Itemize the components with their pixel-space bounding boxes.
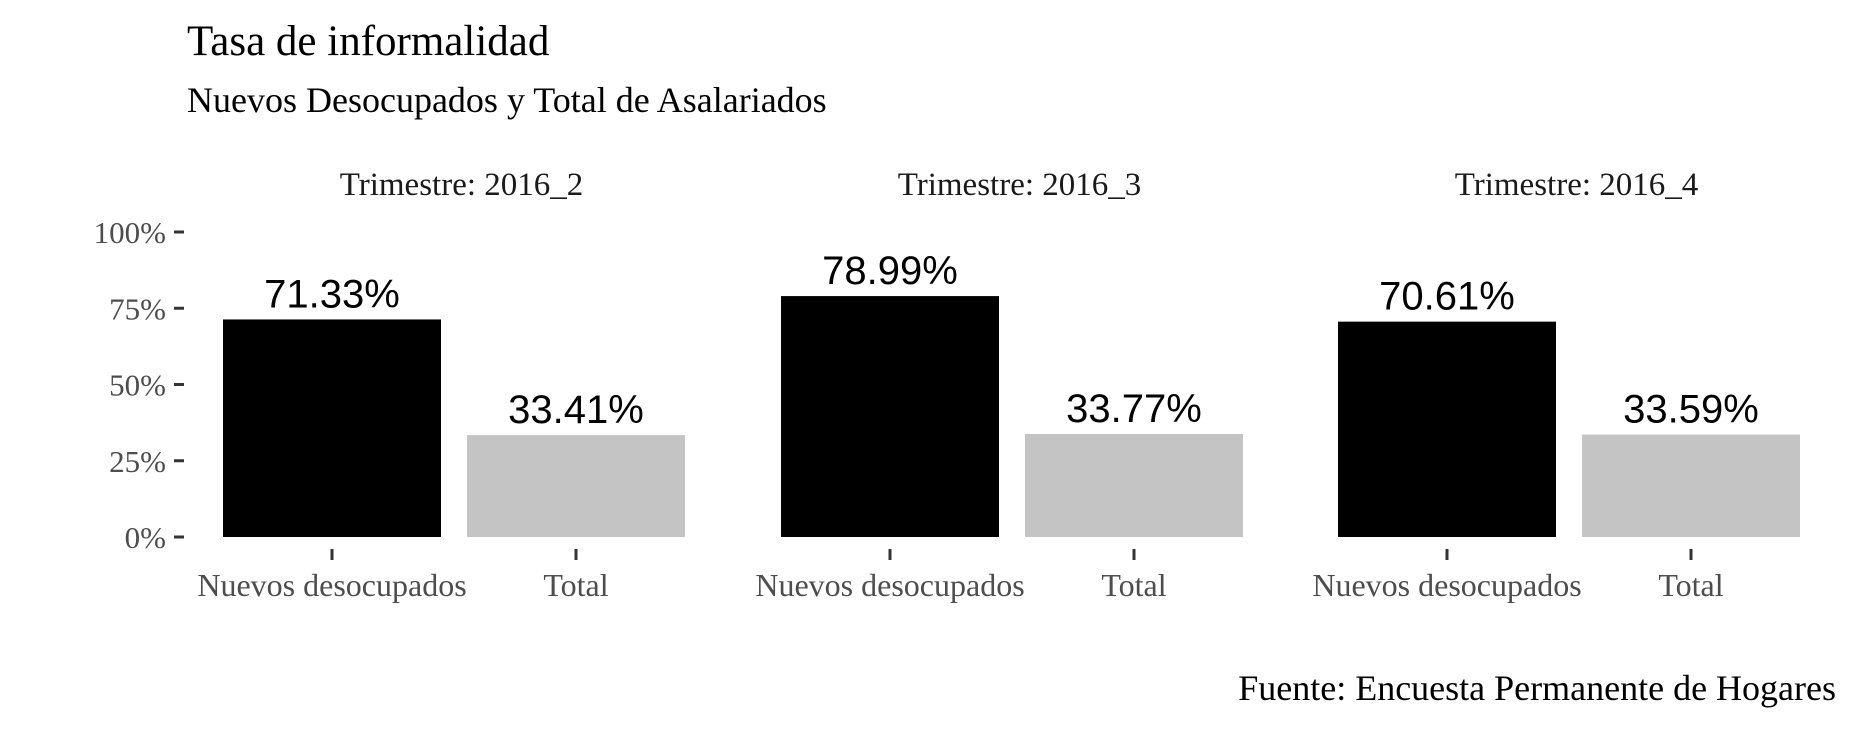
bar-value-label: 33.77% <box>1066 387 1202 431</box>
bar <box>1582 434 1800 537</box>
bar <box>1338 321 1556 537</box>
facet-panel: Trimestre: 2016_2 71.33% Nuevos desocupado… <box>197 167 685 603</box>
y-tick-label: 75% <box>109 291 166 326</box>
facet-label: Trimestre: 2016_3 <box>898 167 1142 203</box>
chart-title: Tasa de informalidad <box>187 18 549 65</box>
chart-caption: Fuente: Encuesta Permanente de Hogares <box>1238 668 1836 708</box>
chart-subtitle: Nuevos Desocupados y Total de Asalariado… <box>187 80 827 120</box>
bar <box>223 319 441 537</box>
bar <box>467 435 685 537</box>
facet-panels: Trimestre: 2016_2 71.33% Nuevos desocupado… <box>197 167 1800 603</box>
y-tick-label: 0% <box>125 520 166 555</box>
facet-panel: Trimestre: 2016_3 78.99% Nuevos desocupado… <box>755 167 1243 603</box>
x-tick-label: Total <box>1101 567 1166 603</box>
bar <box>781 296 999 537</box>
bar-value-label: 71.33% <box>264 272 400 316</box>
y-tick-label: 100% <box>94 215 166 250</box>
facet-panel: Trimestre: 2016_4 70.61% Nuevos desocupado… <box>1312 167 1800 603</box>
bar-value-label: 33.41% <box>508 388 644 432</box>
y-tick-label: 25% <box>109 444 166 479</box>
x-tick-label: Total <box>1658 567 1723 603</box>
x-tick-label: Total <box>543 567 608 603</box>
bar-value-label: 70.61% <box>1379 275 1515 319</box>
bar-value-label: 33.59% <box>1623 388 1759 432</box>
x-tick-label: Nuevos desocupados <box>197 567 466 603</box>
facet-label: Trimestre: 2016_2 <box>340 167 584 203</box>
x-tick-label: Nuevos desocupados <box>1312 567 1581 603</box>
bar <box>1025 434 1243 537</box>
y-axis: 0% 25% 50% 75% 100% <box>94 215 184 555</box>
y-tick-label: 50% <box>109 368 166 403</box>
bar-value-label: 78.99% <box>822 249 958 293</box>
x-tick-label: Nuevos desocupados <box>755 567 1024 603</box>
facet-label: Trimestre: 2016_4 <box>1455 167 1699 203</box>
